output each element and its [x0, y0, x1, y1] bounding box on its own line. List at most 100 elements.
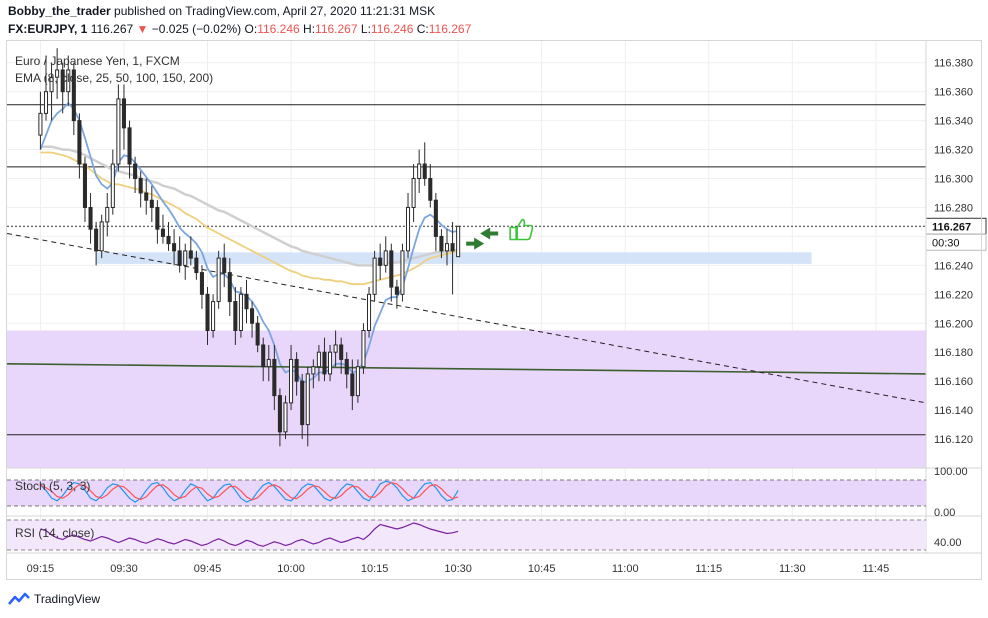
y-tick-label: 116.220 [934, 289, 973, 301]
candle-body [88, 206, 93, 230]
x-tick-label: 11:45 [863, 563, 890, 575]
stoch-tick-100: 100.00 [934, 466, 968, 478]
candle-body [244, 293, 249, 310]
ema-label: EMA (8, close, 25, 50, 100, 150, 200) [15, 71, 213, 85]
x-tick-label: 11:00 [612, 563, 639, 575]
x-tick-label: 09:45 [194, 563, 222, 575]
candle-body [294, 358, 299, 382]
last-price-badge-label: 116.267 [932, 221, 971, 233]
candle-body [38, 112, 43, 136]
candle-body [177, 250, 182, 266]
candle-body [305, 373, 310, 426]
candle-body [250, 308, 255, 324]
rsi-band [7, 520, 926, 550]
candle-body [238, 293, 243, 331]
y-tick-label: 116.120 [934, 434, 973, 446]
candle-body [149, 199, 154, 208]
candle-body [99, 221, 104, 252]
candle-body [71, 69, 76, 122]
published-text: published on TradingView.com, April 27, … [114, 4, 436, 18]
tradingview-footer[interactable]: TradingView [8, 592, 100, 606]
candle-body [194, 257, 199, 274]
candle-body [222, 257, 227, 274]
rsi-line [40, 522, 459, 547]
arrow-right-icon [466, 237, 485, 250]
candle-body [394, 286, 399, 295]
ema-fast-line [39, 101, 459, 384]
candle-body [322, 351, 327, 375]
candle-body [450, 243, 455, 252]
down-arrow-icon: ▼ [136, 22, 149, 36]
candle-body [316, 351, 321, 368]
y-tick-label: 116.200 [934, 318, 973, 330]
y-tick-label: 116.300 [934, 174, 973, 186]
candle-body [300, 380, 305, 426]
y-tick-label: 116.180 [934, 347, 973, 359]
x-tick-label: 09:30 [110, 563, 138, 575]
candle-body [227, 272, 232, 303]
candle-body [261, 344, 266, 368]
candle-body [121, 98, 126, 129]
chart-frame [6, 40, 982, 580]
candle-body [49, 76, 54, 93]
x-tick-label: 09:15 [27, 563, 55, 575]
stoch-label: Stoch (5, 3, 3) [15, 479, 90, 493]
candle-body [183, 250, 188, 266]
candle-body [366, 293, 372, 331]
price-chart[interactable]: 116.380 116.360 116.340 116.320 116.300 116.2… [0, 0, 988, 582]
candle-body [417, 163, 422, 180]
stoch-band [7, 480, 926, 506]
candle-body [400, 250, 405, 295]
trend-line-solid [6, 362, 927, 375]
candle-body [138, 178, 143, 194]
candle-body [199, 272, 204, 295]
candle-body [60, 69, 65, 93]
candle-body [160, 228, 165, 237]
last-price: 116.267 [90, 22, 134, 36]
candle-body [328, 351, 333, 375]
candle-body [439, 235, 444, 252]
countdown-label: 00:30 [932, 237, 960, 249]
candle-body [311, 366, 316, 375]
y-tick-label: 116.240 [934, 260, 973, 272]
candle-body [211, 301, 216, 331]
x-tick-label: 11:30 [779, 563, 806, 575]
low-value: 116.246 [370, 22, 414, 36]
candle-body [255, 322, 260, 346]
y-tick-label: 116.140 [934, 405, 973, 417]
candle-body [144, 192, 149, 201]
candle-body [127, 127, 132, 165]
symbol-line: FX:EURJPY, 1 116.267 ▼ −0.025 (−0.02%) O… [8, 22, 471, 36]
ema-slow-line [40, 145, 459, 267]
candle-body [411, 178, 416, 208]
candle-body [166, 235, 171, 245]
candle-body [339, 344, 344, 360]
candle-body [389, 250, 394, 288]
candle-body [283, 402, 288, 433]
candle-body [216, 257, 221, 303]
rsi-label: RSI (14, close) [15, 526, 94, 540]
candle-body [133, 163, 138, 180]
x-tick-label: 10:15 [361, 563, 389, 575]
candle-body [433, 199, 438, 237]
y-tick-label: 116.360 [934, 87, 973, 99]
ema-mid-line [40, 151, 459, 286]
change: −0.025 (−0.02%) [151, 22, 242, 36]
candle-body [383, 250, 388, 266]
x-tick-label: 10:30 [444, 563, 472, 575]
candle-body [378, 257, 383, 266]
y-tick-label: 116.320 [934, 145, 973, 157]
candle-body [188, 250, 193, 259]
stoch-d-line [40, 481, 459, 501]
author-name[interactable]: Bobby_the_trader [8, 4, 111, 18]
candle-body [272, 358, 277, 397]
candle-body [266, 358, 271, 368]
high-value: 116.267 [315, 22, 358, 36]
candle-body [444, 243, 450, 252]
publish-info: Bobby_the_trader published on TradingVie… [8, 4, 435, 18]
candle-body [233, 301, 238, 331]
candle-body [172, 243, 177, 252]
candle-body [405, 206, 411, 252]
rsi-tick-40: 40.00 [934, 537, 962, 549]
candle-body [428, 178, 433, 201]
